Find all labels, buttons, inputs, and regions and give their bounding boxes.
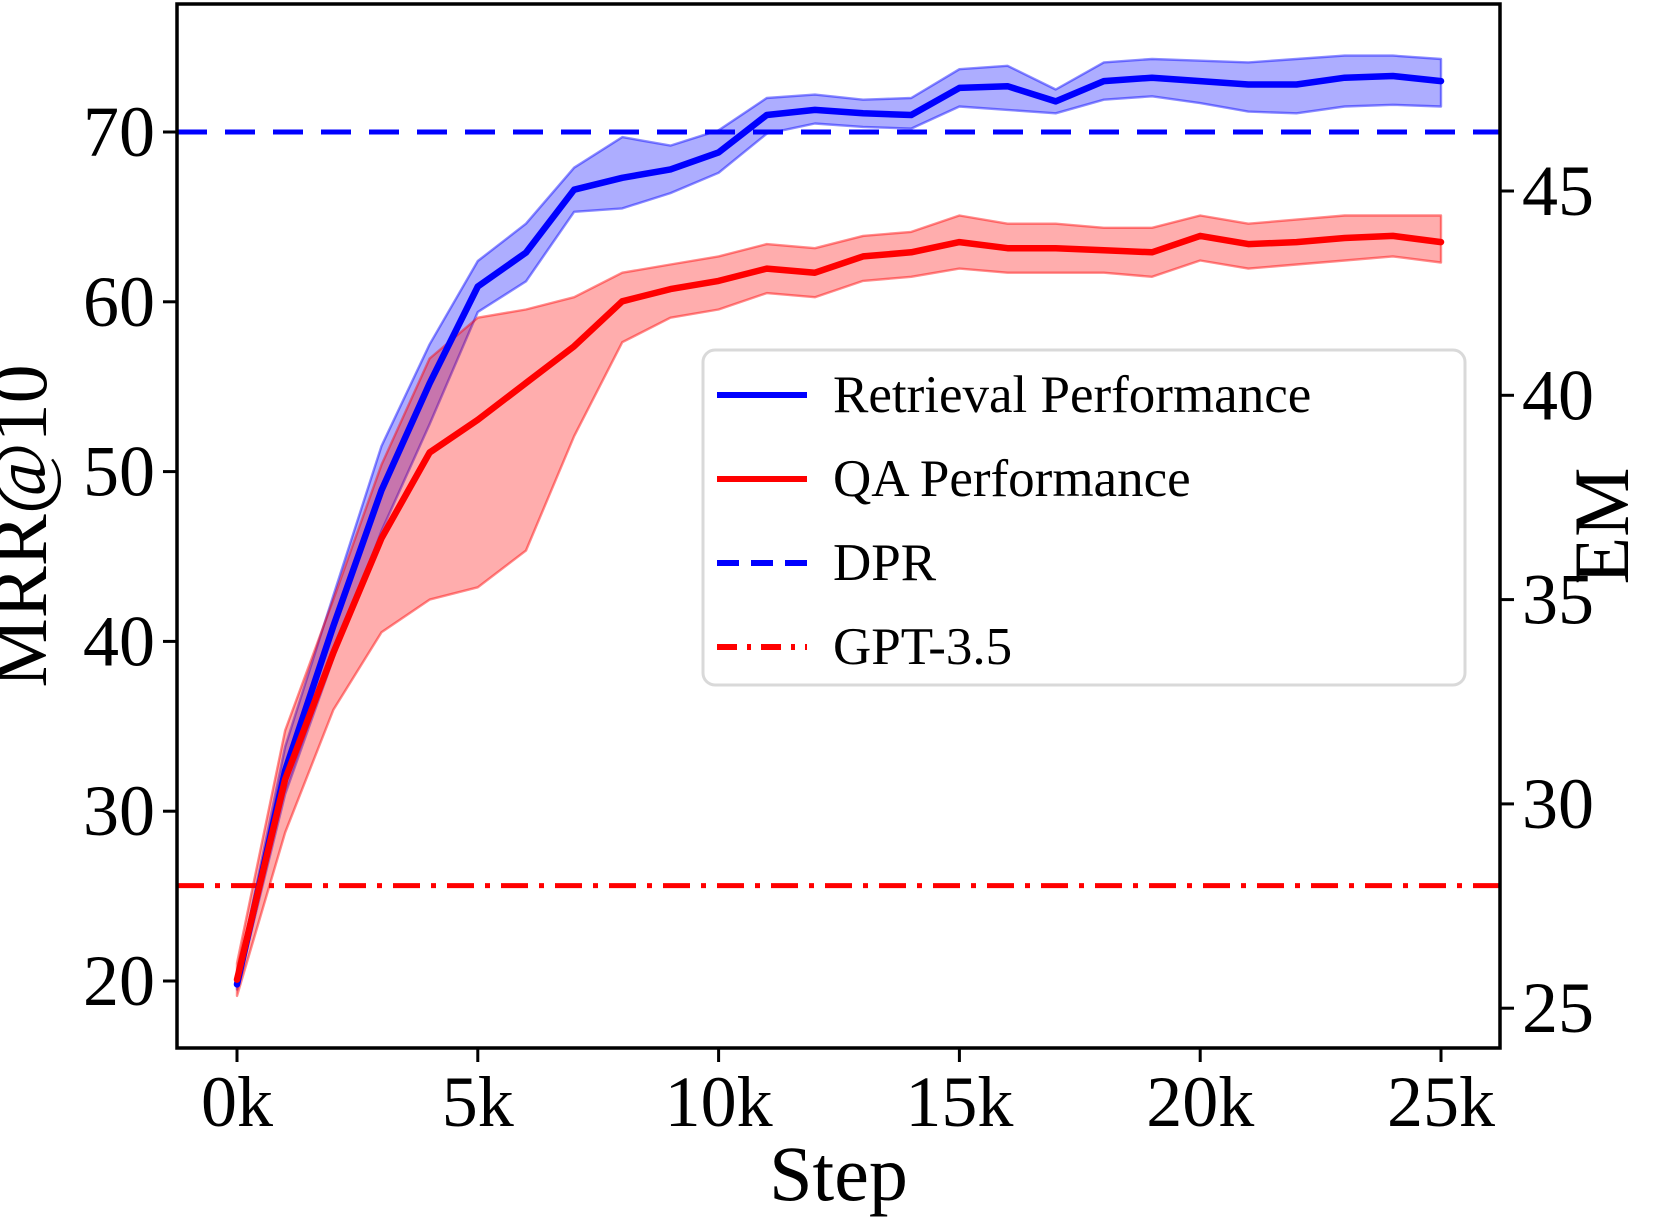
x-axis-tick-label: 0k [201,1062,273,1142]
legend-box [701,348,1467,687]
y-left-tick-label: 70 [83,92,155,172]
qa-performance-line [233,232,1445,983]
legend-label-2: QA Performance [833,450,1191,508]
x-axis-tick-label: 25k [1387,1062,1495,1142]
x-axis-title: Step [769,1130,908,1217]
y-right-axis-title: EM [1558,468,1645,585]
y-right-tick-label: 35 [1522,560,1594,640]
legend-label-4: GPT-3.5 [833,618,1012,676]
x-axis-tick-label: 15k [905,1062,1013,1142]
y-left-tick-label: 60 [83,262,155,342]
y-right-tick-label: 45 [1522,151,1594,231]
legend-label-1: Retrieval Performance [833,366,1311,424]
legend-label-3: DPR [833,534,937,592]
y-right-tick-label: 40 [1522,355,1594,435]
retrieval-confidence-band [235,54,1443,991]
y-left-tick-label: 20 [83,941,155,1021]
retrieval-performance-line [233,72,1445,988]
y-right-tick-label: 30 [1522,764,1594,844]
y-left-tick-label: 50 [83,432,155,512]
y-left-tick-label: 30 [83,771,155,851]
plot-border [175,2,1502,1050]
x-axis-tick-label: 20k [1146,1062,1254,1142]
y-left-tick-label: 40 [83,601,155,681]
x-axis-tick-label: 5k [442,1062,514,1142]
y-right-tick-label: 25 [1522,968,1594,1048]
qa-confidence-band [235,214,1443,998]
x-axis-tick-label: 10k [665,1062,773,1142]
y-left-axis-title: MRR@10 [0,364,63,687]
